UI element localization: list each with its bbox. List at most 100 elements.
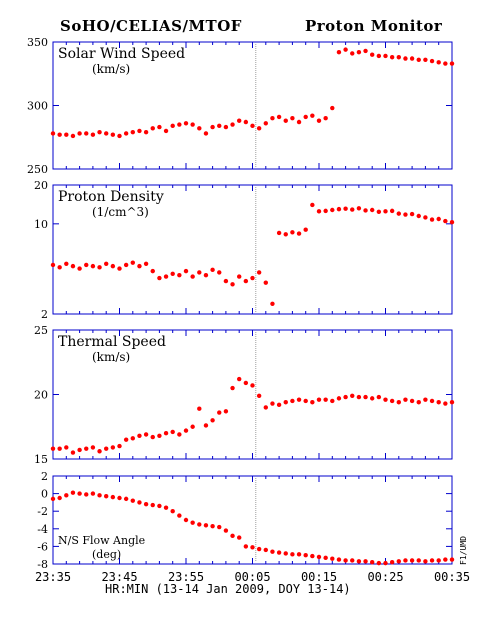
data-point bbox=[190, 424, 195, 429]
data-point bbox=[283, 551, 288, 556]
data-point bbox=[117, 133, 122, 139]
data-point bbox=[336, 49, 342, 55]
data-point bbox=[130, 498, 135, 503]
data-point bbox=[363, 208, 368, 213]
data-point bbox=[190, 274, 195, 279]
data-point bbox=[310, 553, 315, 559]
data-point bbox=[217, 410, 222, 415]
data-point bbox=[243, 380, 249, 386]
data-point bbox=[310, 202, 315, 208]
data-point bbox=[350, 393, 355, 398]
data-point bbox=[290, 398, 295, 404]
y-tick-label: 350 bbox=[27, 36, 48, 49]
data-point bbox=[429, 58, 435, 64]
data-point bbox=[303, 398, 308, 404]
data-point bbox=[110, 263, 116, 269]
data-point bbox=[443, 401, 448, 406]
data-point bbox=[270, 116, 275, 121]
data-point bbox=[343, 47, 348, 52]
data-point bbox=[143, 129, 149, 135]
panel-unit: (km/s) bbox=[92, 350, 130, 364]
data-point bbox=[157, 503, 162, 509]
data-point bbox=[157, 275, 162, 281]
data-point bbox=[230, 385, 235, 391]
data-point bbox=[403, 397, 408, 402]
y-tick-label: 10 bbox=[34, 218, 48, 231]
data-point bbox=[330, 398, 335, 404]
data-point bbox=[170, 429, 175, 435]
data-point bbox=[290, 552, 295, 557]
data-point bbox=[163, 431, 169, 436]
data-point bbox=[163, 128, 169, 134]
data-point bbox=[143, 261, 149, 266]
x-tick-label: 23:55 bbox=[168, 570, 204, 584]
data-point bbox=[203, 272, 209, 278]
data-point bbox=[443, 218, 448, 224]
data-point bbox=[110, 494, 116, 500]
panel-density: 2 10 20 Proton Density(1/cm^3) bbox=[34, 179, 455, 321]
header-left-title: SoHO/CELIAS/MTOF bbox=[60, 17, 242, 35]
data-point bbox=[177, 272, 182, 278]
data-point bbox=[190, 122, 195, 127]
data-point bbox=[64, 132, 69, 137]
panel-unit: (km/s) bbox=[92, 62, 130, 76]
data-point bbox=[183, 268, 189, 274]
y-tick-label: -2 bbox=[37, 505, 48, 518]
data-point bbox=[363, 559, 368, 564]
data-point bbox=[237, 376, 242, 382]
data-point bbox=[336, 206, 342, 212]
data-point bbox=[276, 230, 282, 236]
y-tick-label: 250 bbox=[27, 163, 48, 176]
data-point bbox=[330, 556, 335, 561]
panel-title: Solar Wind Speed bbox=[58, 46, 185, 62]
data-point bbox=[243, 544, 249, 549]
data-point bbox=[157, 433, 162, 438]
data-point bbox=[416, 400, 421, 405]
data-point bbox=[409, 398, 415, 404]
data-point bbox=[396, 559, 401, 564]
data-point bbox=[50, 262, 56, 268]
data-point bbox=[310, 400, 315, 405]
data-point bbox=[143, 501, 149, 507]
data-point bbox=[283, 232, 288, 237]
data-point bbox=[316, 118, 322, 123]
data-point bbox=[370, 52, 375, 57]
x-tick-label: 23:45 bbox=[101, 570, 137, 584]
y-tick-label: 25 bbox=[34, 324, 48, 337]
data-point bbox=[303, 553, 308, 558]
x-tick-label: 00:05 bbox=[234, 570, 270, 584]
data-point bbox=[90, 491, 96, 496]
data-point bbox=[203, 523, 209, 528]
data-point bbox=[230, 533, 235, 539]
data-point bbox=[84, 262, 89, 268]
data-point bbox=[237, 118, 242, 123]
data-point bbox=[104, 131, 109, 136]
data-point bbox=[50, 496, 56, 502]
data-point bbox=[276, 550, 282, 555]
data-point bbox=[303, 114, 308, 120]
data-point bbox=[343, 206, 348, 211]
data-point bbox=[296, 552, 302, 557]
data-point bbox=[177, 513, 182, 518]
data-point bbox=[396, 55, 401, 60]
data-point bbox=[170, 271, 175, 276]
data-point bbox=[130, 260, 135, 265]
data-point bbox=[197, 406, 202, 411]
data-point bbox=[163, 274, 169, 279]
data-point bbox=[383, 397, 388, 402]
data-point bbox=[256, 270, 262, 275]
data-point bbox=[203, 423, 209, 428]
data-point bbox=[117, 443, 122, 449]
data-point bbox=[123, 131, 129, 136]
data-point bbox=[276, 114, 282, 120]
y-tick-label: 20 bbox=[34, 389, 48, 402]
data-point bbox=[409, 56, 415, 61]
data-point bbox=[77, 266, 82, 271]
data-point bbox=[263, 547, 268, 553]
data-point bbox=[389, 55, 395, 60]
data-point bbox=[389, 560, 395, 565]
data-point bbox=[283, 118, 288, 123]
data-point bbox=[416, 558, 421, 563]
data-point bbox=[429, 398, 435, 404]
data-point bbox=[150, 434, 155, 440]
